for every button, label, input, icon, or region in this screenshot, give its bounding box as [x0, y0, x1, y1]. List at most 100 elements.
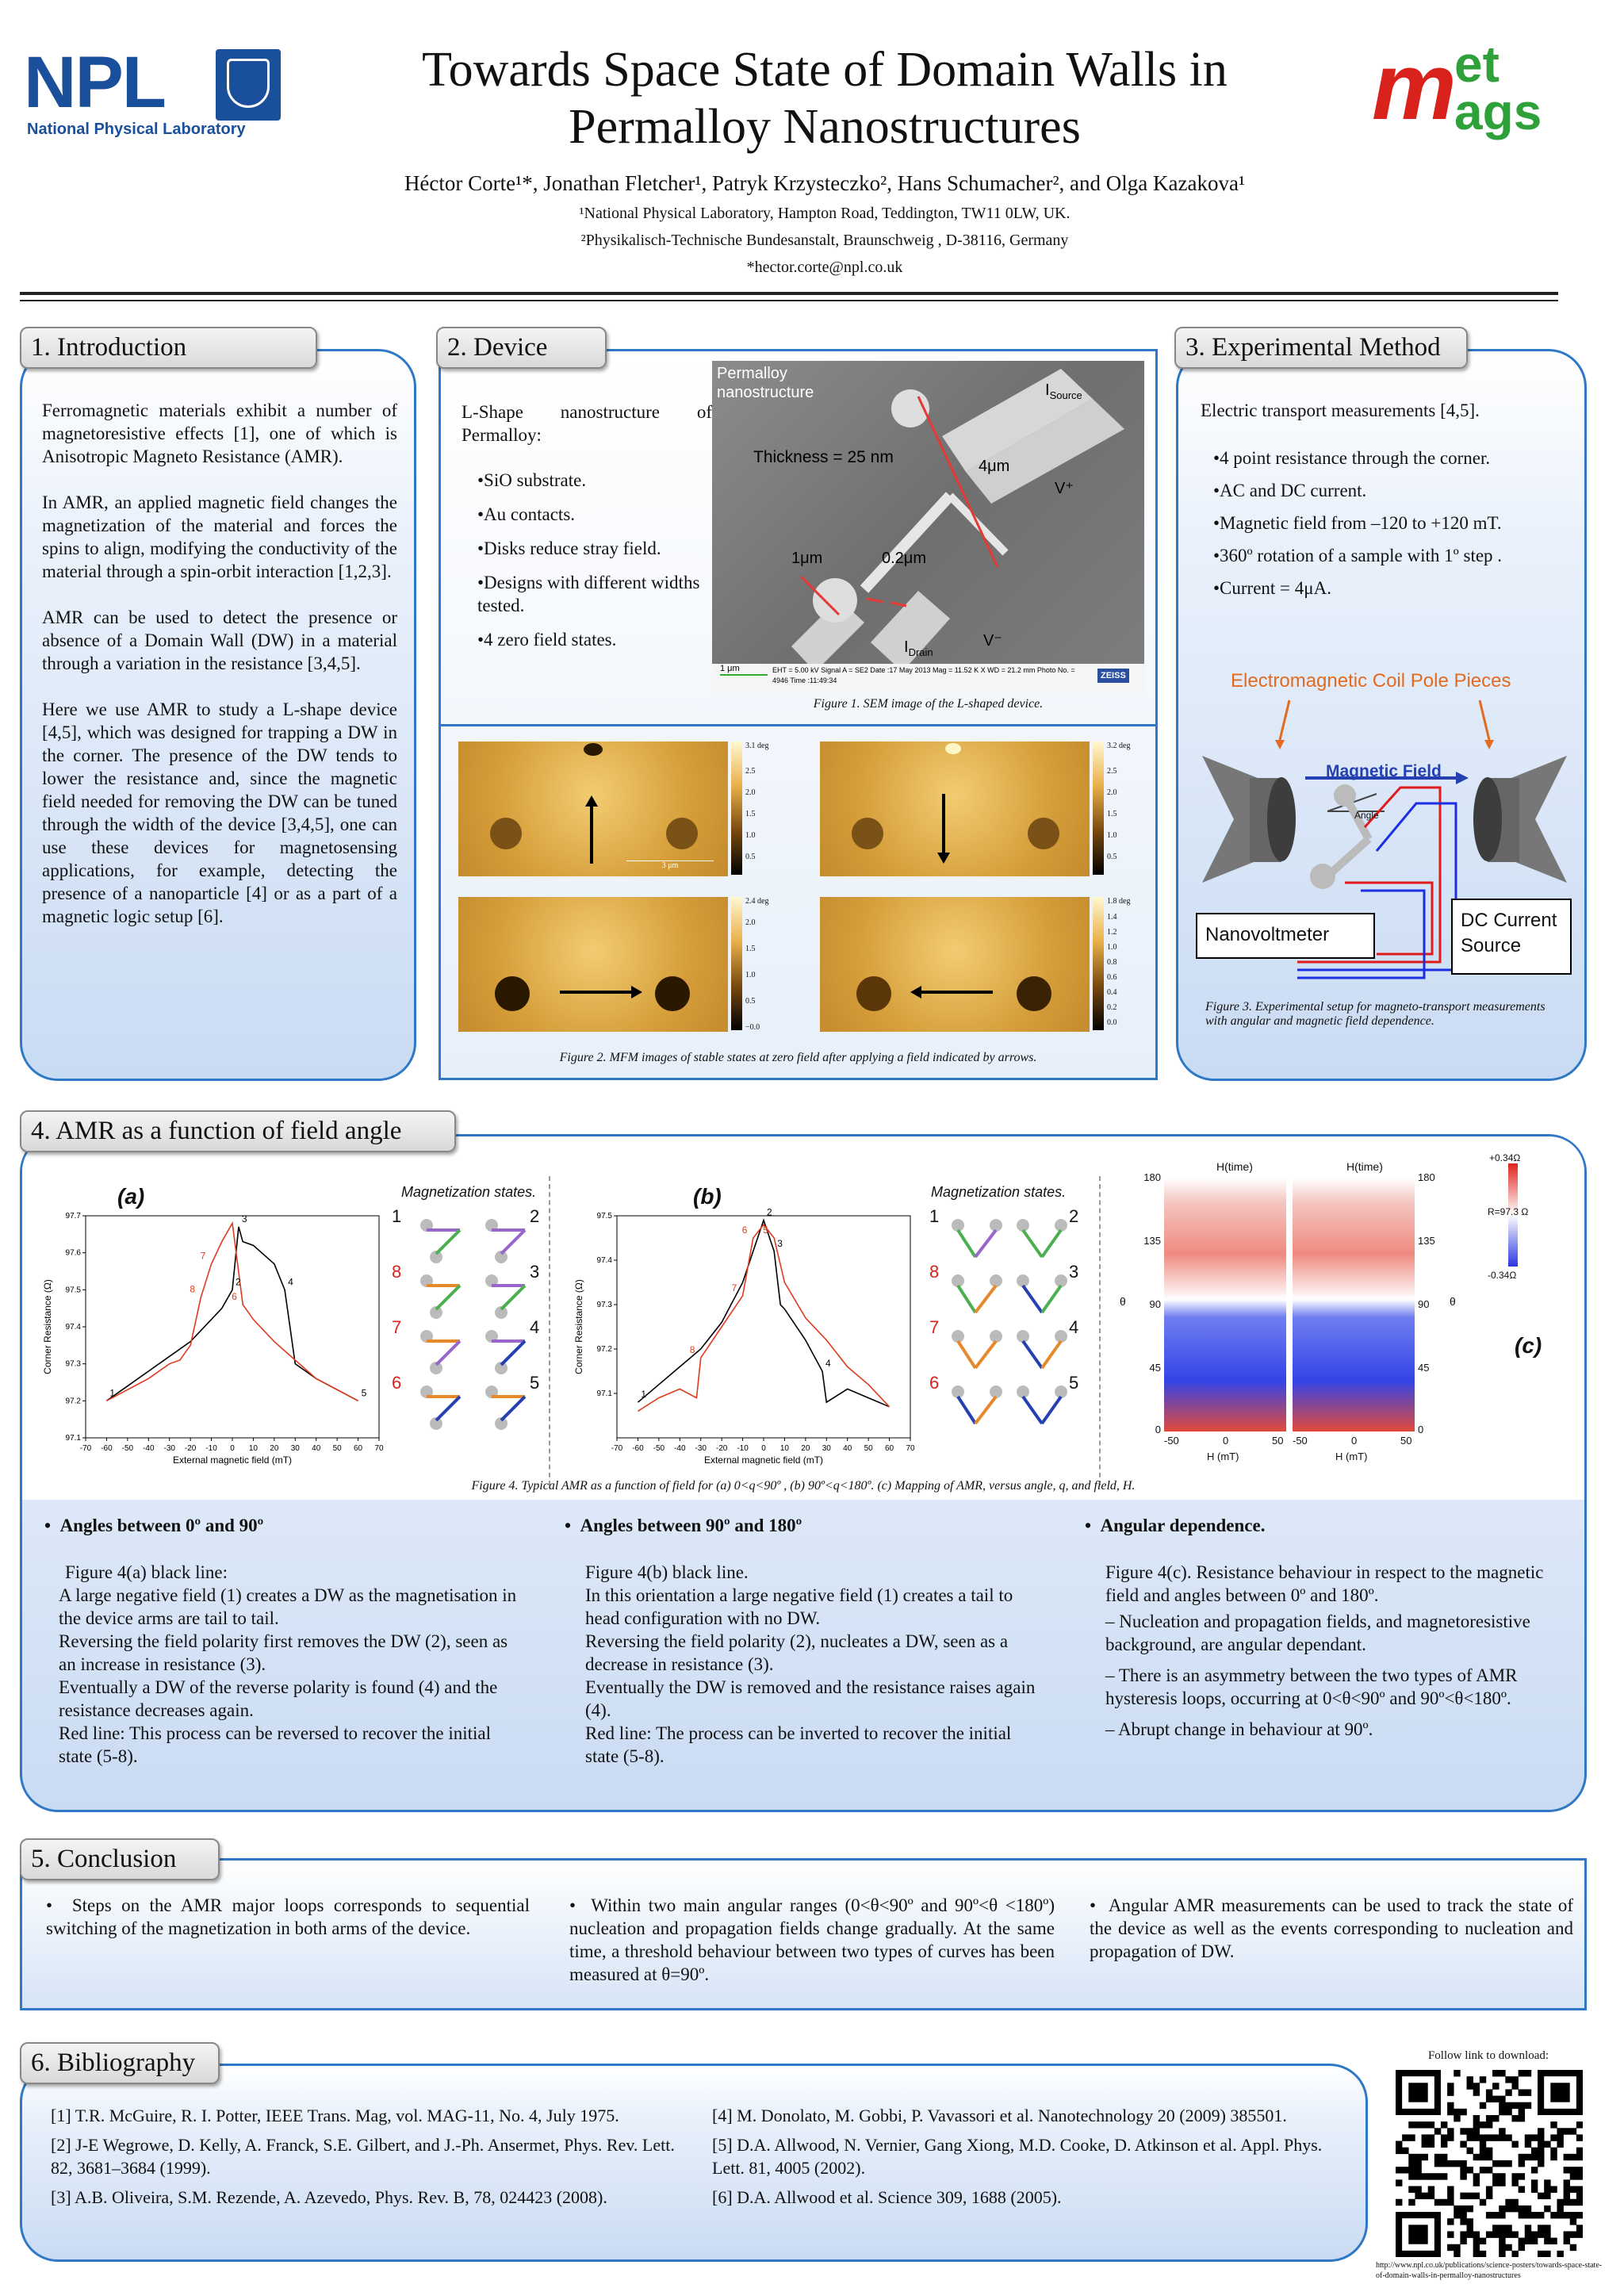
mfm-colorbar-2: 3.2 deg 2.5 2.0 1.5 1.0 0.5	[1093, 742, 1140, 876]
qr-module	[1576, 2186, 1583, 2193]
npl-logo-letters: NPL	[24, 42, 167, 123]
tab-device: 2. Device	[436, 327, 607, 369]
y-tick-label: 97.2	[597, 1345, 613, 1354]
nanovoltmeter-box: Nanovoltmeter	[1196, 913, 1375, 959]
qr-module	[1479, 2198, 1487, 2206]
qr-module	[1415, 2160, 1422, 2167]
point-label-black: 3	[777, 1238, 783, 1249]
contact-email: *hector.corte@npl.co.uk	[746, 259, 903, 276]
qr-module	[1563, 2212, 1571, 2219]
qr-module	[1492, 2212, 1500, 2219]
qr-module	[1396, 2179, 1403, 2186]
qr-module	[1511, 2102, 1519, 2110]
point-label-black: 4	[825, 1358, 831, 1369]
qr-module	[1447, 2198, 1454, 2206]
mfm-image-right	[458, 897, 728, 1032]
qr-module	[1499, 2070, 1506, 2077]
qr-module	[1499, 2095, 1506, 2102]
reference: [4] M. Donolato, M. Gobbi, P. Vavassori …	[712, 2106, 1287, 2125]
qr-module	[1524, 2089, 1532, 2096]
qr-module	[1518, 2212, 1526, 2219]
magnetic-field-label: Magnetic Field	[1326, 762, 1442, 780]
tab-introduction: 1. Introduction	[20, 327, 317, 369]
x-tick-label: -30	[695, 1444, 707, 1453]
x-tick-label: -40	[143, 1444, 155, 1453]
y-tick-label: 97.1	[66, 1434, 82, 1443]
amr-figure-area: (a) (b) (c) -70 -60 -50 -40 -30 -20 -10 0 10 20 30…	[22, 1136, 1584, 1500]
qr-module	[1479, 2250, 1487, 2257]
x-tick-label: 30	[822, 1444, 832, 1453]
qr-module	[1440, 2173, 1448, 2180]
qr-module	[1544, 2237, 1551, 2245]
qr-module	[1492, 2114, 1500, 2122]
qr-module	[1518, 2186, 1526, 2193]
x-tick-label: -70	[611, 1444, 623, 1453]
metmags-m: m	[1372, 33, 1457, 140]
point-label-black: 1	[641, 1389, 646, 1400]
point-label-black: 5	[362, 1387, 367, 1398]
qr-module	[1460, 2128, 1467, 2135]
qr-module	[1511, 2250, 1519, 2257]
qr-module	[1505, 2089, 1512, 2096]
y-axis-label: Corner Resistance (Ω)	[573, 1279, 584, 1374]
y-tick-label: 97.1	[597, 1389, 613, 1398]
col3-title: • Angular dependence.	[1085, 1516, 1266, 1535]
qr-module	[1440, 2198, 1448, 2206]
qr-module	[1569, 2128, 1577, 2135]
qr-module	[1563, 2179, 1571, 2186]
qr-module	[1466, 2192, 1473, 2200]
qr-module	[1499, 2205, 1506, 2213]
qr-module	[1427, 2134, 1435, 2141]
sem-label-1um: 1μm	[791, 550, 823, 567]
qr-module	[1530, 2231, 1538, 2238]
qr-code-pattern	[1396, 2070, 1583, 2257]
qr-code[interactable]	[1396, 2070, 1583, 2257]
qr-module	[1569, 2198, 1577, 2206]
qr-module	[1427, 2121, 1435, 2129]
qr-module	[1576, 2225, 1583, 2232]
point-label-black: 4	[288, 1276, 293, 1287]
mag-states-grid-b: 1 2 8 3 7 4 6 5	[926, 1206, 1093, 1444]
colorbar-min: -0.34Ω	[1488, 1270, 1517, 1281]
qr-module	[1485, 2134, 1493, 2141]
download-url[interactable]: http://www.npl.co.uk/publications/scienc…	[1376, 2261, 1603, 2280]
qr-module	[1434, 2128, 1442, 2135]
qr-module	[1544, 2250, 1551, 2257]
x-tick-label: 60	[354, 1444, 363, 1453]
figure-4-caption: Figure 4. Typical AMR as a function of f…	[471, 1479, 1136, 1493]
qr-module	[1492, 2231, 1500, 2238]
qr-module	[1544, 2140, 1551, 2148]
qr-module	[1499, 2225, 1506, 2232]
npl-crest	[216, 49, 281, 121]
sem-zeiss-logo: ZEISS	[1097, 669, 1129, 683]
qr-module	[1492, 2160, 1500, 2167]
point-label-red: 7	[201, 1251, 206, 1262]
sem-label-permalloy: Permalloy nanostructure	[717, 365, 814, 401]
qr-module	[1569, 2244, 1577, 2252]
qr-module	[1454, 2160, 1461, 2167]
y-axis-label: Corner Resistance (Ω)	[42, 1279, 53, 1374]
qr-module	[1544, 2225, 1551, 2232]
qr-module	[1427, 2192, 1435, 2200]
mag-states-grid-a: 1 2 8 3 7 4 6 5	[389, 1206, 547, 1444]
qr-module	[1505, 2205, 1512, 2213]
y-tick-label: 97.7	[66, 1212, 82, 1221]
qr-module	[1460, 2108, 1467, 2116]
qr-module	[1538, 2160, 1545, 2167]
qr-module	[1550, 2153, 1557, 2161]
point-label-red: 5	[763, 1224, 768, 1236]
qr-module	[1569, 2218, 1577, 2225]
x-tick-label: 50	[333, 1444, 343, 1453]
heatmap-ylabel-right: θ	[1450, 1295, 1456, 1308]
qr-module	[1518, 2160, 1526, 2167]
qr-module	[1466, 2083, 1473, 2090]
qr-module	[1473, 2134, 1480, 2141]
qr-module	[1427, 2140, 1435, 2148]
qr-module	[1569, 2186, 1577, 2193]
point-label-red: 8	[190, 1284, 195, 1295]
y-tick-label: 97.4	[597, 1256, 613, 1265]
x-axis-label: External magnetic field (mT)	[704, 1454, 823, 1466]
qr-module	[1538, 2192, 1545, 2200]
qr-module	[1434, 2173, 1442, 2180]
poster-title: Towards Space State of Domain Walls in P…	[262, 41, 1388, 155]
